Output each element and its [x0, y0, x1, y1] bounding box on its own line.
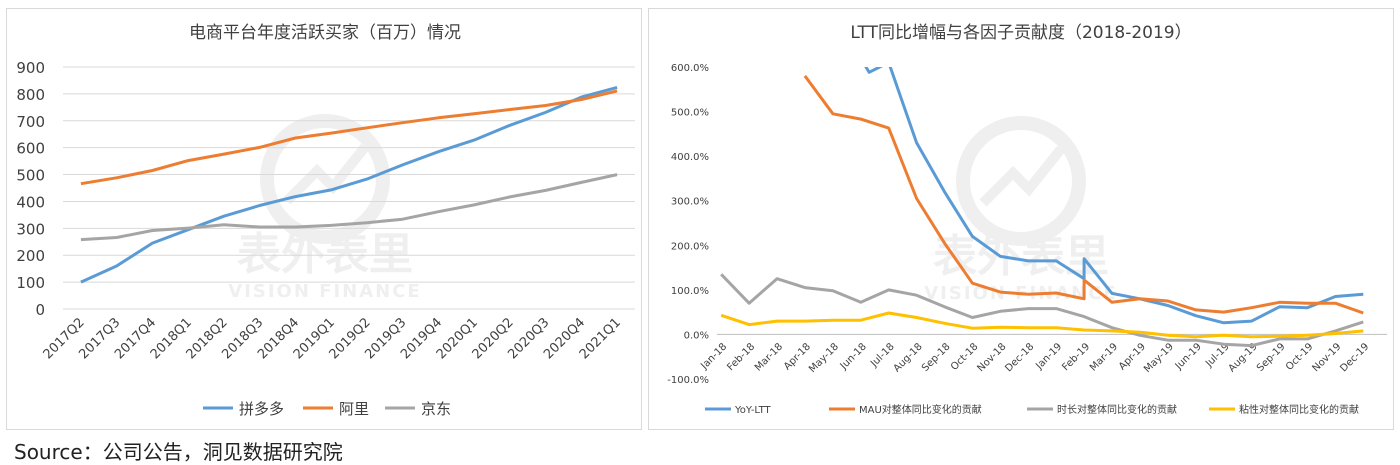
- watermark-logo-ring: [956, 116, 1086, 246]
- x-tick-label: Aug-18: [892, 341, 925, 374]
- y-tick-label: 100.0%: [671, 286, 709, 297]
- y-tick-label: 200.0%: [671, 241, 709, 252]
- series-line: [803, 75, 1364, 315]
- series-line: [80, 85, 618, 284]
- y-tick-label: 400.0%: [671, 152, 709, 163]
- x-tick-label: Mar-19: [1088, 341, 1120, 373]
- y-tick-label: 100: [16, 274, 45, 292]
- series-line: [720, 273, 1364, 348]
- x-tick-label: Nov-18: [976, 341, 1009, 374]
- series-line: [720, 311, 1364, 339]
- chart-title: 电商平台年度活跃买家（百万）情况: [189, 23, 461, 43]
- watermark-text: 表外表里: [237, 229, 413, 280]
- watermark-logo-arrow: [283, 143, 369, 205]
- x-tick-label: Sep-18: [920, 341, 953, 374]
- x-tick-label: Dec-18: [1003, 341, 1036, 374]
- chart-title: LTT同比增幅与各因子贡献度（2018-2019）: [850, 23, 1191, 43]
- series-line: [80, 89, 618, 186]
- legend-label: YoY-LTT: [734, 405, 772, 416]
- y-tick-label: 300.0%: [671, 197, 709, 208]
- plot-area: [720, 67, 1364, 348]
- y-tick-label: 500.0%: [671, 108, 709, 119]
- legend-label: 阿里: [339, 400, 369, 418]
- y-tick-label: 400: [16, 193, 45, 211]
- y-tick-label: 300: [16, 220, 45, 238]
- x-tick-label: Sep-19: [1255, 341, 1288, 374]
- y-tick-label: 900: [16, 59, 45, 77]
- y-tick-label: 0: [35, 301, 45, 319]
- legend-label: 拼多多: [239, 400, 284, 418]
- legend-label: 京东: [421, 400, 451, 418]
- right-chart-panel: 表外表里 VISION FINANCE LTT同比增幅与各因子贡献度（2018-20…: [648, 8, 1394, 430]
- x-tick-label: Feb-18: [725, 341, 757, 373]
- legend-label: MAU对整体同比变化的贡献: [859, 403, 982, 416]
- watermark-subtext: VISION FINANCE: [228, 281, 421, 302]
- x-tick-label: May-19: [1142, 341, 1176, 375]
- x-tick-label: Jun-19: [1173, 341, 1204, 372]
- y-tick-label: 200: [16, 247, 45, 265]
- x-tick-label: May-18: [807, 341, 841, 375]
- series-line: [864, 67, 1364, 325]
- y-tick-label: 800: [16, 86, 45, 104]
- x-tick-label: Mar-18: [753, 341, 785, 373]
- y-tick-label: 700: [16, 113, 45, 131]
- x-tick-label: Dec-19: [1338, 341, 1371, 374]
- watermark-text: 表外表里: [933, 231, 1109, 282]
- left-chart-panel: 表外表里 VISION FINANCE 电商平台年度活跃买家（百万）情况 0 100 20…: [6, 8, 642, 430]
- x-tick-label: Jan-19: [1033, 341, 1064, 372]
- x-tick-label: Nov-19: [1311, 341, 1344, 374]
- source-note: Source：公司公告，洞见数据研究院: [14, 440, 343, 464]
- series-line: [80, 173, 618, 242]
- watermark-logo-arrow: [979, 145, 1065, 207]
- legend-label: 粘性对整体同比变化的贡献: [1239, 403, 1359, 416]
- y-tick-label: 500: [16, 167, 45, 185]
- y-tick-label: 600: [16, 140, 45, 158]
- legend-label: 时长对整体同比变化的贡献: [1057, 403, 1177, 416]
- x-tick-label: Jan-18: [698, 341, 729, 372]
- y-tick-label: -100.0%: [667, 375, 709, 386]
- x-tick-label: Jun-18: [838, 341, 869, 372]
- x-tick-label: Feb-19: [1060, 341, 1092, 373]
- y-tick-label: 0.0%: [684, 330, 709, 341]
- y-tick-label: 600.0%: [671, 63, 709, 74]
